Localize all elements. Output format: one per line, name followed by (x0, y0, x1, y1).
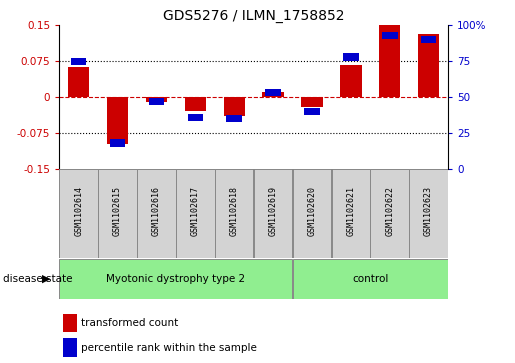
Bar (340, 65, 362, 97)
Text: Myotonic dystrophy type 2: Myotonic dystrophy type 2 (106, 274, 246, 284)
Text: GSM1102615: GSM1102615 (113, 187, 122, 236)
Bar (418, 34, 439, 97)
Bar (184, 97, 206, 111)
Text: disease state: disease state (3, 274, 72, 284)
Bar (379, 23, 401, 97)
Bar (146, 97, 167, 102)
FancyBboxPatch shape (254, 169, 293, 258)
FancyBboxPatch shape (71, 58, 87, 65)
FancyBboxPatch shape (59, 258, 293, 299)
FancyBboxPatch shape (265, 89, 281, 97)
Text: ▶: ▶ (42, 274, 50, 284)
FancyBboxPatch shape (187, 114, 203, 121)
FancyBboxPatch shape (293, 258, 448, 299)
Text: GSM1102614: GSM1102614 (74, 187, 83, 236)
Bar (224, 97, 245, 116)
FancyBboxPatch shape (382, 32, 398, 39)
FancyBboxPatch shape (332, 169, 370, 258)
FancyBboxPatch shape (98, 169, 137, 258)
FancyBboxPatch shape (370, 169, 409, 258)
Text: transformed count: transformed count (81, 318, 178, 328)
Bar (68, 68, 90, 97)
FancyBboxPatch shape (409, 169, 448, 258)
FancyBboxPatch shape (227, 115, 242, 122)
FancyBboxPatch shape (176, 169, 215, 258)
FancyBboxPatch shape (293, 169, 331, 258)
FancyBboxPatch shape (149, 98, 164, 105)
Text: GSM1102621: GSM1102621 (347, 187, 355, 236)
Bar (262, 92, 284, 97)
Text: GSM1102618: GSM1102618 (230, 187, 238, 236)
Title: GDS5276 / ILMN_1758852: GDS5276 / ILMN_1758852 (163, 9, 345, 23)
Text: GSM1102617: GSM1102617 (191, 187, 200, 236)
Text: GSM1102616: GSM1102616 (152, 187, 161, 236)
Bar (107, 97, 128, 144)
FancyBboxPatch shape (110, 139, 125, 147)
FancyBboxPatch shape (215, 169, 253, 258)
Text: percentile rank within the sample: percentile rank within the sample (81, 343, 257, 352)
Bar (63, 314, 77, 333)
Text: GSM1102620: GSM1102620 (307, 187, 316, 236)
Bar (301, 97, 323, 107)
Text: GSM1102622: GSM1102622 (385, 187, 394, 236)
FancyBboxPatch shape (304, 108, 320, 115)
Text: GSM1102623: GSM1102623 (424, 187, 433, 236)
FancyBboxPatch shape (59, 169, 98, 258)
FancyBboxPatch shape (137, 169, 176, 258)
Text: control: control (352, 274, 388, 284)
Text: GSM1102619: GSM1102619 (269, 187, 278, 236)
FancyBboxPatch shape (421, 36, 436, 43)
FancyBboxPatch shape (343, 53, 358, 61)
Bar (63, 338, 77, 357)
